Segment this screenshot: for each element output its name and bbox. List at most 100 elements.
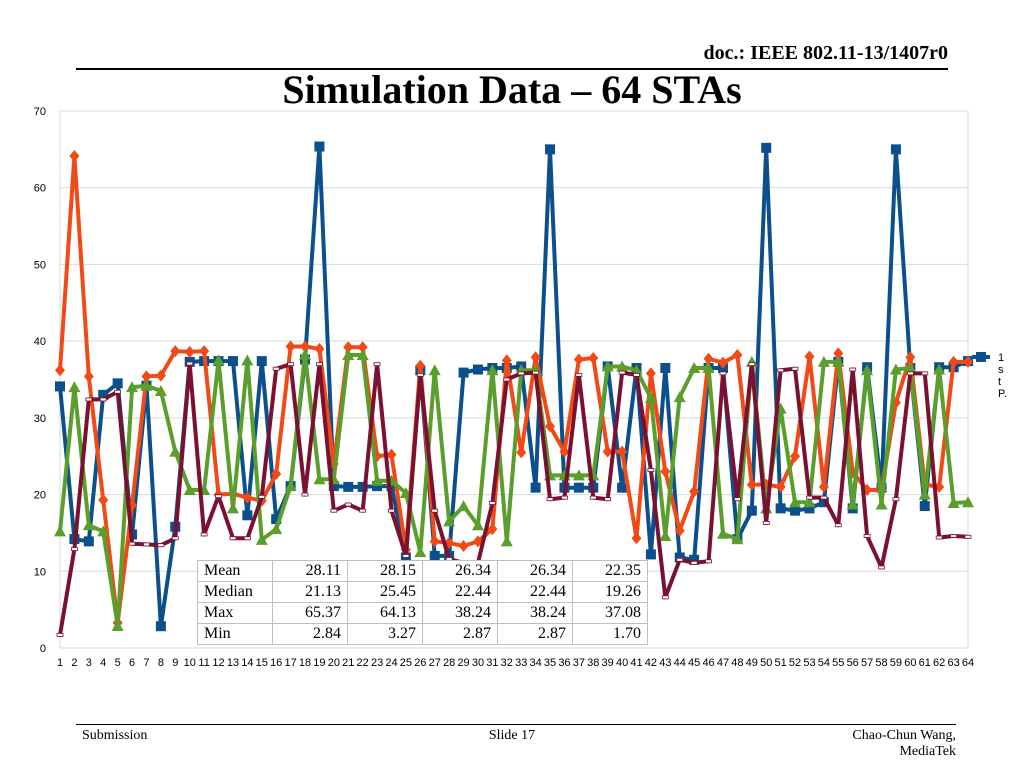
data-point: [647, 468, 655, 472]
data-point: [359, 508, 367, 513]
data-point: [301, 492, 309, 497]
data-point: [242, 491, 253, 504]
data-point: [313, 473, 326, 485]
x-tick-label: 26: [414, 657, 426, 669]
data-point: [947, 497, 960, 509]
x-tick-label: 64: [962, 657, 974, 669]
data-point: [602, 445, 613, 458]
data-point: [431, 508, 439, 513]
data-point: [471, 519, 484, 531]
data-point: [748, 362, 756, 367]
x-tick-label: 42: [645, 657, 657, 669]
data-point: [530, 482, 541, 493]
data-point: [56, 633, 64, 637]
x-tick-label: 7: [143, 657, 149, 669]
data-point: [832, 355, 845, 367]
data-point: [343, 481, 354, 492]
x-tick-label: 36: [558, 657, 570, 669]
data-point: [227, 356, 238, 367]
summary-row: Median 21.13 25.45 22.44 22.44 19.26: [197, 581, 648, 603]
x-tick-label: 18: [299, 657, 311, 669]
data-point: [154, 385, 167, 397]
legend-entry: s: [998, 364, 1004, 376]
data-point: [69, 150, 80, 163]
data-point: [356, 348, 369, 360]
series-line-2: [58, 154, 970, 625]
data-point: [255, 533, 268, 545]
data-point: [791, 366, 799, 371]
data-point: [488, 501, 496, 505]
x-tick-label: 29: [457, 657, 469, 669]
data-point: [285, 340, 296, 353]
data-point: [963, 355, 973, 368]
x-tick-label: 8: [158, 657, 164, 669]
data-point: [904, 361, 917, 373]
x-tick-label: 12: [212, 657, 224, 669]
data-point: [661, 595, 669, 600]
data-point: [962, 496, 974, 508]
data-point: [572, 469, 585, 481]
x-tick-label: 59: [890, 657, 902, 669]
data-point: [429, 535, 440, 548]
summary-cell: 2.87: [497, 623, 573, 645]
x-tick-label: 22: [357, 657, 369, 669]
data-point: [818, 497, 829, 508]
data-point: [546, 497, 554, 502]
x-tick-label: 63: [947, 657, 959, 669]
data-point: [705, 559, 712, 564]
x-tick-label: 40: [616, 657, 628, 669]
x-tick-label: 32: [501, 657, 513, 669]
summary-cell: 2.84: [272, 623, 348, 645]
data-point: [617, 482, 628, 493]
data-point: [834, 523, 842, 528]
x-tick-label: 9: [172, 657, 178, 669]
data-point: [820, 495, 828, 500]
data-point: [316, 362, 323, 367]
data-point: [575, 372, 583, 377]
data-point: [790, 450, 801, 463]
summary-cell: 25.45: [347, 581, 423, 603]
header-rule: [76, 68, 948, 70]
data-point: [429, 550, 440, 561]
data-point: [733, 497, 741, 502]
data-point: [861, 364, 874, 376]
data-point: [68, 381, 81, 393]
data-point: [200, 532, 208, 537]
data-point: [487, 523, 498, 536]
data-point: [703, 352, 714, 365]
legend-entry: t: [998, 376, 1001, 388]
data-point: [573, 353, 584, 366]
data-point: [85, 397, 93, 402]
data-point: [386, 448, 397, 461]
data-point: [589, 495, 597, 500]
data-point: [660, 362, 671, 373]
data-point: [673, 391, 686, 403]
y-tick-label: 0: [40, 643, 46, 655]
data-point: [169, 445, 182, 457]
data-point: [633, 372, 640, 377]
data-point: [545, 420, 556, 433]
data-point: [82, 519, 95, 531]
data-point: [157, 543, 165, 548]
summary-cell: 28.15: [347, 560, 423, 582]
summary-cell: 22.44: [497, 581, 573, 603]
x-tick-label: 33: [515, 657, 527, 669]
x-tick-label: 17: [284, 657, 296, 669]
x-tick-label: 47: [717, 657, 729, 669]
data-point: [373, 362, 381, 367]
data-point: [935, 535, 943, 540]
x-tick-label: 16: [270, 657, 282, 669]
x-tick-label: 23: [371, 657, 383, 669]
data-point: [271, 467, 282, 480]
summary-cell: 38.24: [422, 602, 498, 624]
data-point: [863, 534, 871, 538]
data-point: [371, 474, 384, 486]
x-tick-label: 51: [775, 657, 787, 669]
x-tick-label: 15: [256, 657, 268, 669]
data-point: [688, 361, 701, 373]
data-point: [414, 546, 427, 558]
x-tick-label: 30: [472, 657, 484, 669]
x-tick-label: 6: [129, 657, 135, 669]
data-point: [314, 342, 325, 355]
